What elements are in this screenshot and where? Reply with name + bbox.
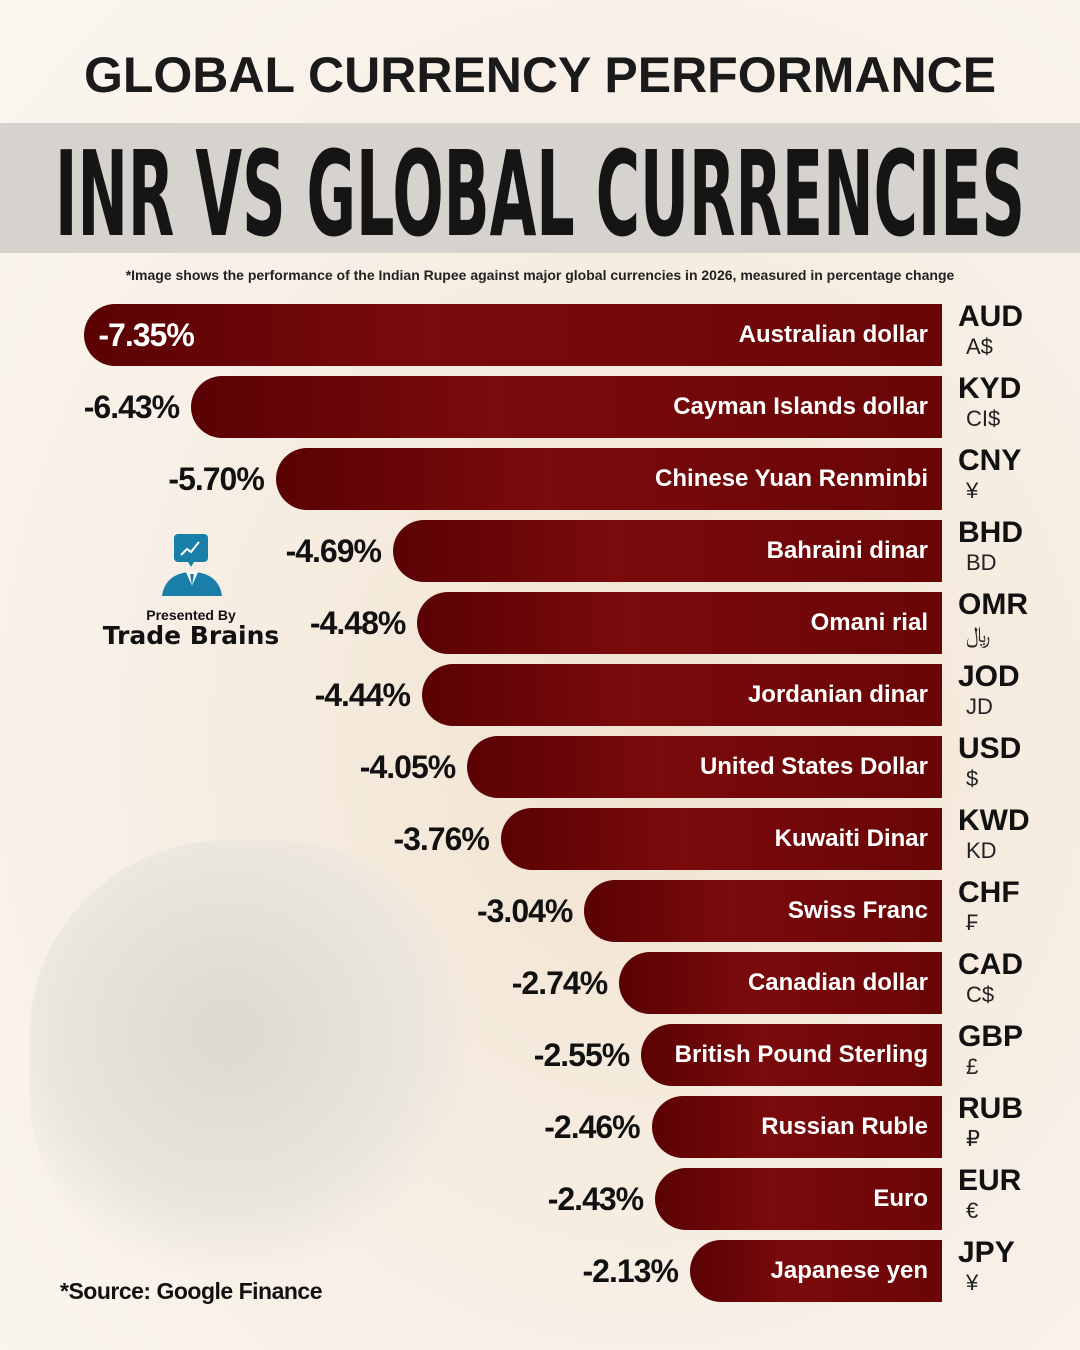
currency-code: CNY — [958, 444, 1022, 477]
value-label: -3.76% — [393, 821, 489, 857]
bar-category-label: British Pound Sterling — [674, 1041, 928, 1068]
value-label: -2.55% — [533, 1037, 630, 1073]
currency-code: JPY — [958, 1236, 1015, 1269]
bar-category-label: Australian dollar — [738, 321, 928, 348]
currency-symbol: C$ — [966, 982, 995, 1007]
bar-usd: United States Dollar — [467, 736, 942, 798]
currency-code: KYD — [958, 372, 1022, 405]
currency-code: CHF — [958, 876, 1020, 909]
value-label: -6.43% — [83, 389, 180, 425]
bar-jod: Jordanian dinar — [421, 664, 942, 726]
currency-symbol: A$ — [966, 334, 993, 359]
currency-code: BHD — [958, 516, 1023, 549]
banner-svg: INR VS GLOBAL CURRENCIES — [55, 125, 1025, 253]
bar-cad: Canadian dollar — [619, 952, 942, 1014]
value-label: -2.43% — [547, 1181, 644, 1217]
value-label: -2.46% — [544, 1109, 640, 1145]
currency-symbol: ﷼ — [966, 622, 991, 647]
analyst-chart-icon — [162, 534, 222, 596]
value-label: -2.13% — [582, 1253, 679, 1289]
chart-note: *Image shows the performance of the Indi… — [125, 267, 955, 283]
currency-symbol: CI$ — [966, 406, 1001, 431]
value-label: -5.70% — [168, 461, 264, 497]
currency-symbol: JD — [966, 694, 993, 719]
source-note: *Source: Google Finance — [60, 1278, 323, 1304]
currency-code: EUR — [958, 1164, 1022, 1197]
currency-symbol: $ — [966, 766, 979, 791]
value-label: -4.48% — [309, 605, 406, 641]
currency-symbol: BD — [966, 550, 997, 575]
value-label: -2.74% — [511, 965, 608, 1001]
brand-name: Trade Brains — [102, 621, 280, 650]
gandhi-portrait-watermark — [30, 840, 470, 1270]
bar-category-label: Russian Ruble — [761, 1113, 928, 1140]
bar-kwd: Kuwaiti Dinar — [500, 808, 942, 870]
currency-code: AUD — [958, 300, 1023, 333]
currency-code: CAD — [958, 948, 1023, 981]
bar-jpy: Japanese yen — [689, 1240, 942, 1302]
bar-category-label: Canadian dollar — [747, 969, 928, 996]
bar-category-label: Japanese yen — [770, 1257, 928, 1284]
bar-category-label: Chinese Yuan Renminbi — [655, 465, 928, 492]
bar-aud: Australian dollar — [84, 304, 942, 366]
banner: INR VS GLOBAL CURRENCIES — [0, 123, 1080, 253]
bar-omr: Omani rial — [417, 592, 942, 654]
bar-bhd: Bahraini dinar — [392, 520, 942, 582]
bar-kyd: Cayman Islands dollar — [191, 376, 942, 438]
currency-symbol: € — [966, 1198, 979, 1223]
currency-symbol: ¥ — [966, 478, 979, 503]
bar-rub: Russian Ruble — [651, 1096, 942, 1158]
bar-gbp: British Pound Sterling — [641, 1024, 942, 1086]
bar-category-label: Bahraini dinar — [766, 537, 928, 564]
value-label: -7.35% — [98, 317, 194, 353]
currency-code: USD — [958, 732, 1022, 765]
value-label: -4.69% — [285, 533, 382, 569]
bar-category-label: Cayman Islands dollar — [673, 393, 928, 420]
bar-category-label: Swiss Franc — [787, 897, 928, 924]
bar-eur: Euro — [655, 1168, 942, 1230]
bar-category-label: Omani rial — [810, 609, 928, 636]
value-label: -4.44% — [314, 677, 411, 713]
bar-category-label: Jordanian dinar — [747, 681, 928, 708]
bar-chf: Swiss Franc — [584, 880, 942, 942]
bar-category-label: United States Dollar — [699, 753, 928, 780]
page-title: GLOBAL CURRENCY PERFORMANCE — [83, 47, 997, 103]
value-label: -3.04% — [476, 893, 573, 929]
currency-code: RUB — [958, 1092, 1023, 1125]
bar-cny: Chinese Yuan Renminbi — [275, 448, 942, 510]
currency-code: GBP — [958, 1020, 1024, 1053]
currency-code: JOD — [958, 660, 1020, 693]
bar-category-label: Kuwaiti Dinar — [774, 825, 928, 852]
currency-symbol: KD — [966, 838, 997, 863]
currency-code: KWD — [958, 804, 1030, 837]
currency-symbol: ₣ — [966, 910, 979, 935]
currency-code: OMR — [958, 588, 1028, 621]
bar-category-label: Euro — [873, 1185, 928, 1212]
currency-symbol: ¥ — [966, 1270, 979, 1295]
banner-title: INR VS GLOBAL CURRENCIES — [55, 125, 1025, 253]
value-label: -4.05% — [359, 749, 456, 785]
currency-symbol: £ — [966, 1054, 979, 1079]
presented-by-label: Presented By — [146, 607, 236, 623]
currency-symbol: ₽ — [966, 1126, 980, 1151]
